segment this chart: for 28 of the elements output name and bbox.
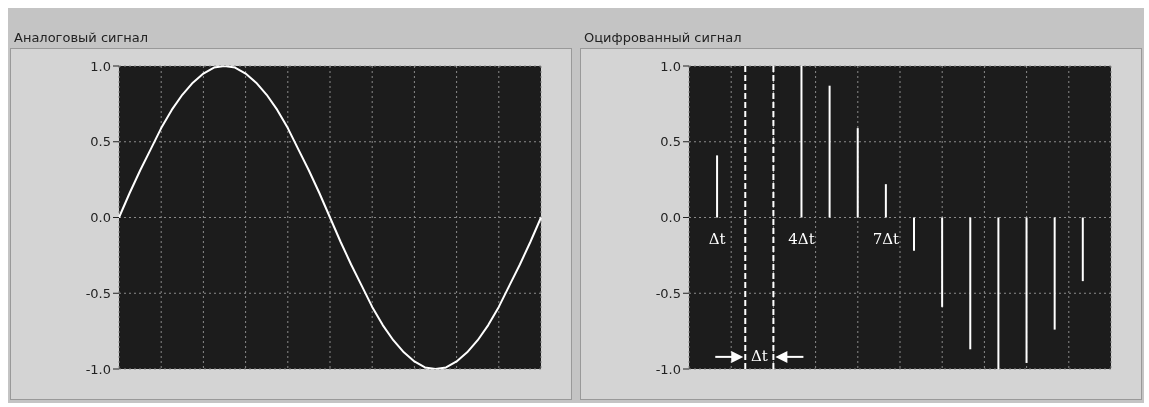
bar [856, 128, 859, 218]
chart-title: Оцифрованный сигнал [584, 30, 742, 45]
y-tick-label: 1.0 [660, 58, 681, 74]
y-tick-label: 0.5 [90, 134, 111, 150]
bar [969, 217, 972, 350]
bar [1081, 217, 1084, 282]
y-tick-label: 0.5 [660, 134, 681, 150]
y-tick-label: -1.0 [85, 361, 111, 377]
bar [913, 217, 915, 251]
bar [828, 85, 831, 218]
annotation: Δt [708, 230, 726, 249]
y-tick-label: -0.5 [85, 285, 111, 301]
chart-title: Аналоговый сигнал [14, 30, 149, 45]
bar [800, 66, 803, 218]
bar [884, 184, 887, 218]
annotation: 4Δt [788, 230, 815, 249]
bar [1053, 217, 1056, 330]
bar [716, 155, 719, 218]
annotation: 7Δt [872, 230, 900, 249]
y-tick-label: 0.0 [90, 210, 111, 226]
bar [941, 217, 944, 307]
bar [997, 217, 1000, 369]
bar [1025, 217, 1028, 363]
annotation: Δt [750, 346, 768, 365]
y-tick-label: -0.5 [655, 285, 681, 301]
y-tick-label: 0.0 [660, 210, 681, 226]
y-tick-label: 1.0 [90, 58, 111, 74]
y-tick-label: -1.0 [655, 361, 681, 377]
